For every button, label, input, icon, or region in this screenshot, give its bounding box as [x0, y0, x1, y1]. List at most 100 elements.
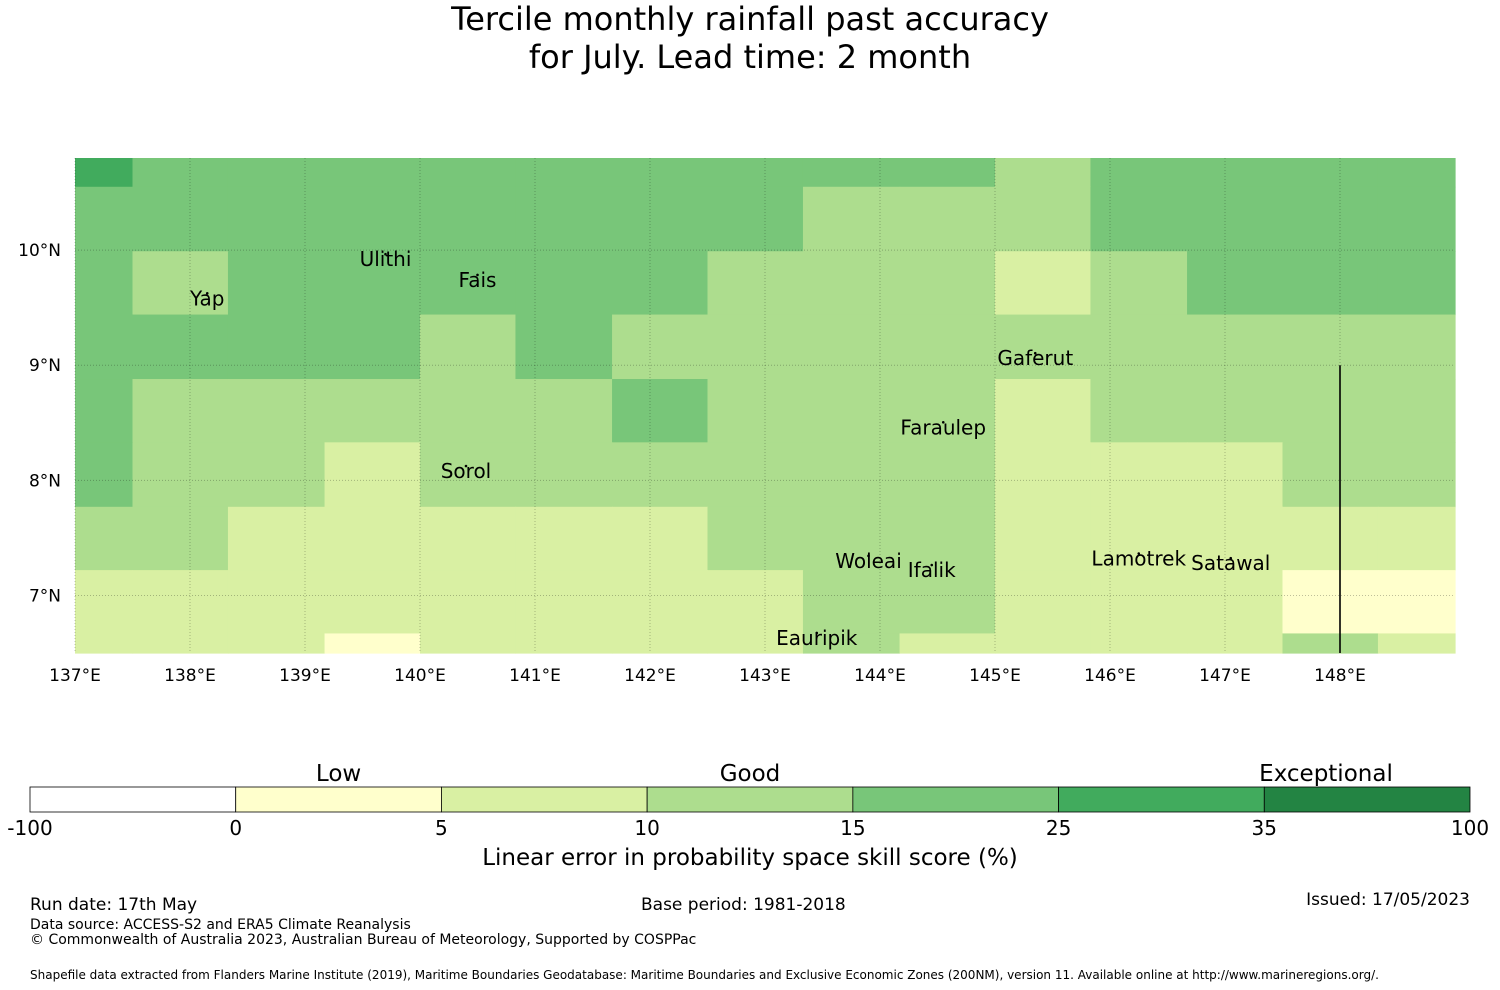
map-cell: [227, 314, 326, 380]
map-cell: [132, 379, 229, 443]
colorbar-segment: [646, 786, 854, 813]
island-label: Satawal: [1191, 551, 1270, 575]
map-cell: [515, 570, 613, 635]
map-cell: [995, 570, 1092, 635]
island-marker: [1033, 351, 1037, 355]
map-cell: [802, 506, 901, 571]
map-cell: [899, 442, 996, 508]
island-marker: [930, 563, 934, 567]
map-cell: [132, 633, 229, 654]
longitude-tick-label: 137°E: [49, 666, 101, 686]
map-cell: [1090, 251, 1188, 316]
map-cell: [1090, 506, 1188, 571]
colorbar-category-label: Good: [720, 761, 781, 787]
colorbar-tick-label: 15: [840, 816, 865, 840]
map-cell: [802, 314, 901, 380]
colorbar-segment: [235, 786, 442, 813]
colorbar-tick-label: 5: [435, 816, 448, 840]
map-cell: [612, 314, 709, 380]
colorbar: [29, 786, 1471, 813]
map-cell: [802, 570, 901, 635]
island-label: Ifalik: [908, 558, 956, 582]
map-cell: [707, 186, 804, 252]
map-cell: [132, 442, 229, 508]
map-cell: [515, 506, 613, 571]
map-cell: [707, 158, 804, 188]
map-cell: [324, 186, 421, 252]
map-cell: [1377, 158, 1456, 188]
island-label: Gaferut: [997, 346, 1073, 370]
longitude-tick-label: 143°E: [739, 666, 791, 686]
map-cell: [324, 251, 421, 316]
map-cell: [132, 186, 229, 252]
map-cell: [612, 506, 709, 571]
map-cell: [132, 570, 229, 635]
map-cell: [227, 158, 326, 188]
map-cell: [899, 506, 996, 571]
longitude-tick-label: 141°E: [509, 666, 561, 686]
map-cell: [324, 314, 421, 380]
map-cell: [1282, 158, 1379, 188]
map-cell: [227, 442, 326, 508]
colorbar-tick-label: 35: [1252, 816, 1277, 840]
map-cell: [324, 158, 421, 188]
data-source: Data source: ACCESS-S2 and ERA5 Climate …: [30, 917, 411, 933]
map-cell: [75, 379, 134, 443]
colorbar-tick-label: -100: [7, 816, 52, 840]
map-cell: [995, 186, 1092, 252]
longitude-tick-label: 139°E: [279, 666, 331, 686]
map-cell: [1090, 570, 1188, 635]
map-cell: [515, 314, 613, 380]
map-cell: [515, 633, 613, 654]
map-cell: [1377, 633, 1456, 654]
longitude-tick-label: 142°E: [624, 666, 676, 686]
map-cell: [132, 314, 229, 380]
colorbar-segment: [29, 786, 237, 813]
map-cell: [995, 379, 1092, 443]
map-cell: [132, 506, 229, 571]
map-cell: [1187, 570, 1284, 635]
map-cell: [1187, 158, 1284, 188]
map-cell: [1282, 379, 1379, 443]
map-cell: [75, 186, 134, 252]
island-marker: [384, 252, 387, 256]
map-cell: [420, 186, 517, 252]
colorbar-label: Linear error in probability space skill …: [482, 845, 1018, 871]
longitude-tick-label: 144°E: [854, 666, 906, 686]
map-cell: [707, 633, 804, 654]
map-cell: [132, 251, 229, 316]
map-cell: [1187, 506, 1284, 571]
map-cell: [1282, 633, 1379, 654]
colorbar-category-label: Exceptional: [1259, 761, 1393, 787]
title-line-2: for July. Lead time: 2 month: [528, 38, 972, 76]
colorbar-ticks: -100 0 5 10 15 25 35 100: [7, 816, 1489, 840]
longitude-tick-label: 145°E: [969, 666, 1021, 686]
map-cell: [995, 506, 1092, 571]
island-marker: [464, 464, 468, 468]
colorbar-tick-label: 10: [634, 816, 659, 840]
map-cell: [995, 633, 1092, 654]
map-cell: [899, 379, 996, 443]
map-cell: [420, 506, 517, 571]
island-marker: [205, 292, 209, 295]
map-cell: [324, 442, 421, 508]
colorbar-tick-label: 0: [229, 816, 242, 840]
map-cell: [1187, 186, 1284, 252]
map-cell: [515, 158, 613, 188]
map-cell: [227, 570, 326, 635]
colorbar-segment: [441, 786, 648, 813]
map-cell: [899, 570, 996, 635]
map-cell: [420, 158, 517, 188]
map-cell: [1187, 251, 1284, 316]
map-cell: [612, 379, 709, 443]
map-gridlines: [74, 158, 1455, 653]
map-cell: [420, 314, 517, 380]
map-cell: [612, 186, 709, 252]
map-cell: [802, 251, 901, 316]
map-cell: [1090, 186, 1188, 252]
longitude-tick-label: 140°E: [394, 666, 446, 686]
shapefile-credit: Shapefile data extracted from Flanders M…: [30, 968, 1379, 982]
map-cell: [1377, 379, 1456, 443]
map-cell: [420, 570, 517, 635]
